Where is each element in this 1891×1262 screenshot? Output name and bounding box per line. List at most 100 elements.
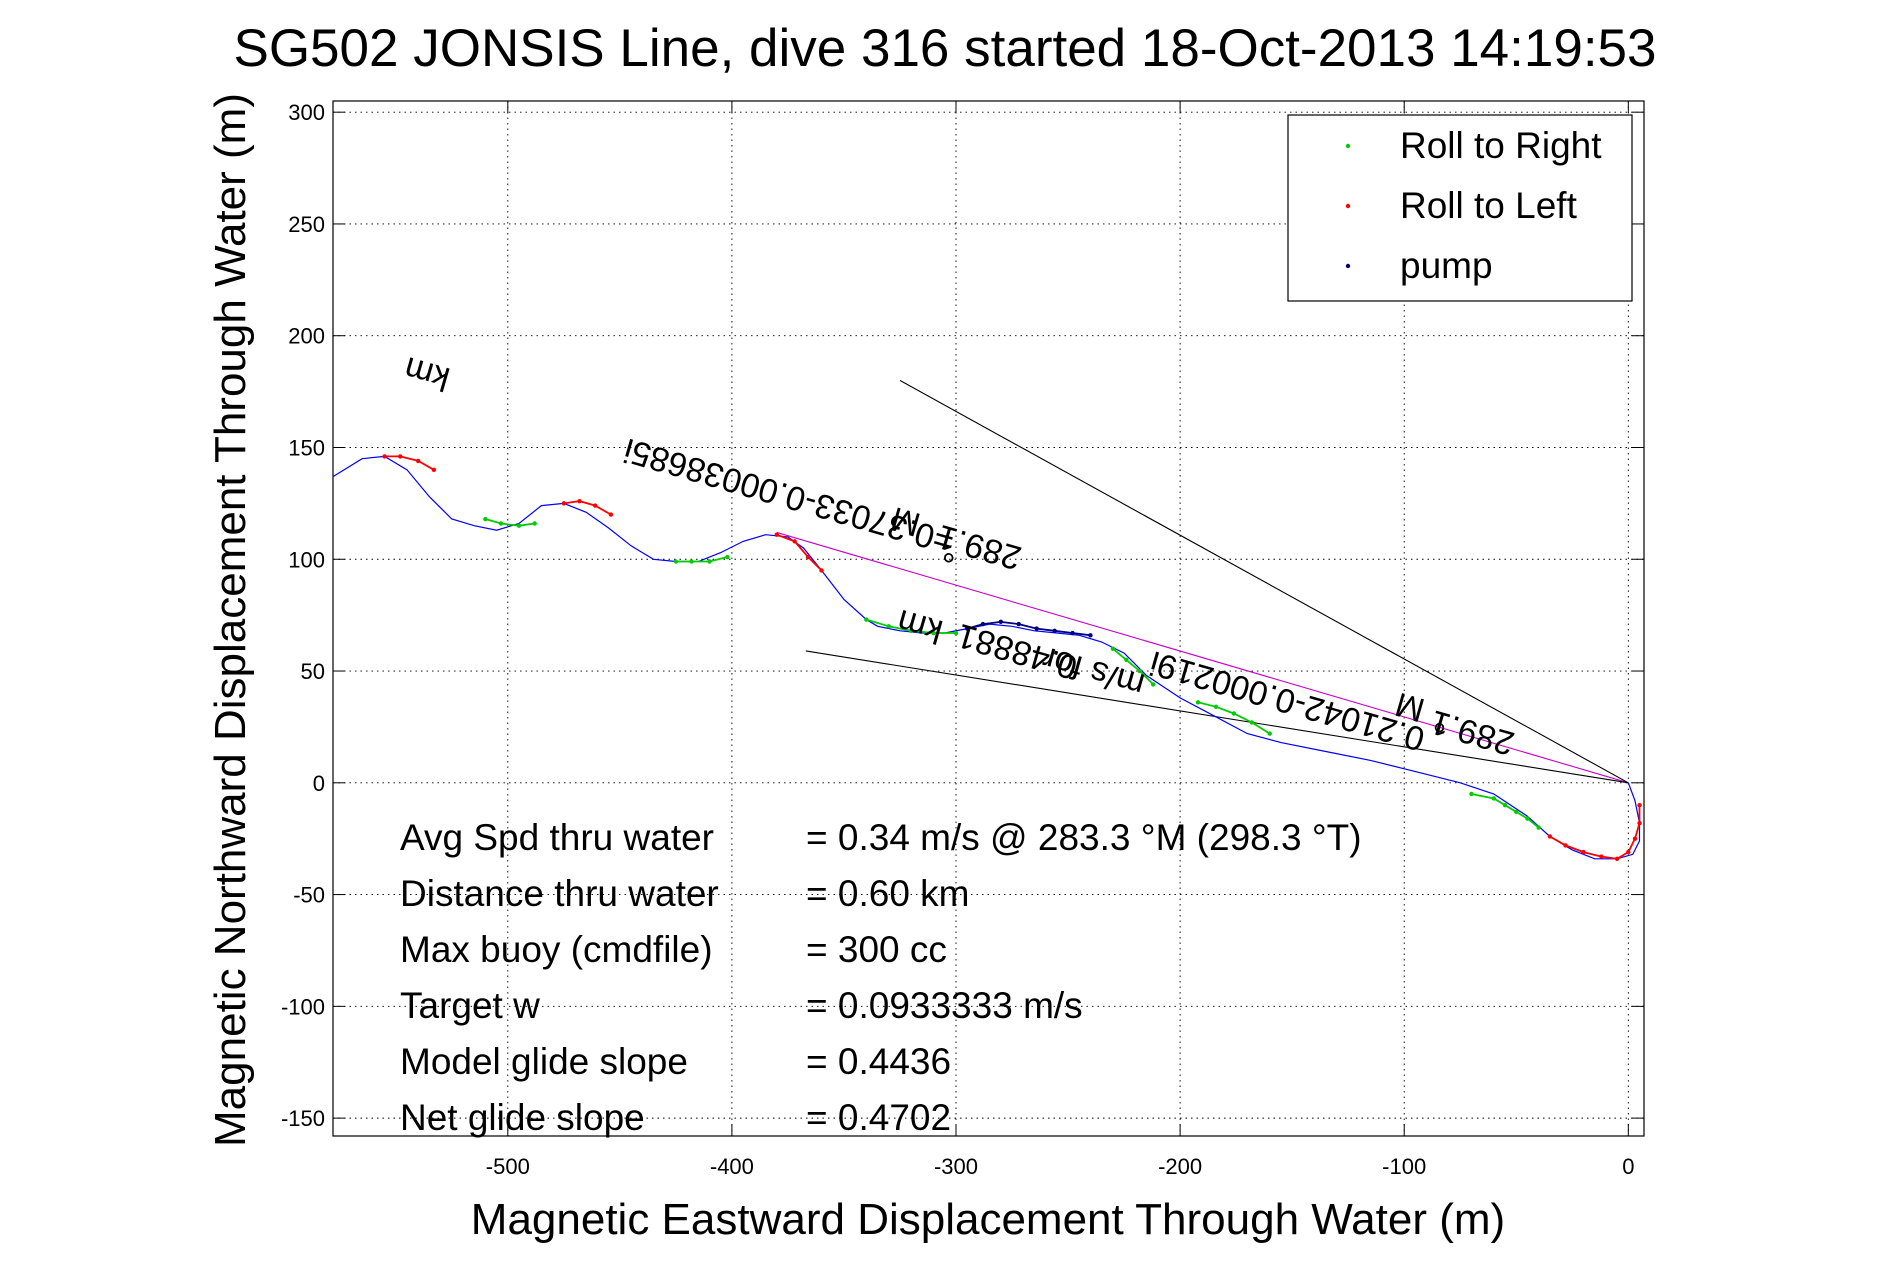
annotation-text: km (893, 602, 947, 651)
segment-point (1502, 802, 1508, 808)
axis-ticks: -500 -400 -300 -200 -100 0-150-100-5005010015… (281, 100, 1644, 1179)
segment-point (931, 630, 936, 636)
segment-point (1249, 720, 1255, 725)
segment-point (1124, 657, 1129, 663)
segment-point (953, 630, 959, 636)
legend-box (1287, 114, 1633, 302)
annotation-text: 0.21042-0.000219i (1146, 643, 1429, 758)
segment-line (485, 518, 535, 527)
segment-point (1581, 849, 1586, 855)
stat-label: Max buoy (cmdfile) (400, 929, 713, 970)
segment-point (1110, 646, 1116, 651)
segment-point (980, 621, 986, 627)
segment-point (689, 559, 694, 564)
segment-point (1267, 731, 1272, 736)
segment-point (532, 521, 537, 526)
chart-title: SG502 JONSIS Line, dive 316 started 18-O… (233, 19, 1656, 78)
segment-point (1213, 704, 1219, 709)
legend-label: Roll to Right (1400, 125, 1602, 166)
annotation-text: 0.48881 (953, 616, 1082, 686)
x-axis-label: Magnetic Eastward Displacement Through W… (471, 1195, 1505, 1244)
segment-point (483, 516, 488, 522)
segment-point (1088, 633, 1093, 638)
legend-label: pump (1400, 245, 1493, 286)
segment-point (431, 467, 437, 473)
segment-point (382, 454, 387, 459)
segment-point (398, 454, 403, 459)
segment-point (608, 512, 614, 517)
segment-line (776, 533, 823, 572)
y-tick-label: 250 (288, 212, 325, 237)
segment-point (1034, 626, 1039, 631)
grid (333, 101, 1644, 1136)
segment-point (864, 617, 869, 622)
segment-line (563, 500, 612, 516)
segment-point (516, 523, 522, 528)
segment-point (1016, 621, 1021, 627)
segment-line (1112, 648, 1154, 686)
segment-point (1070, 630, 1075, 636)
segment-point (965, 626, 970, 631)
y-tick-label: -50 (293, 883, 325, 908)
reference-line (776, 531, 1629, 784)
segment-point (577, 498, 582, 504)
segment-point (1637, 802, 1642, 808)
segment-point (1195, 700, 1201, 705)
x-tick-label: -200 (1158, 1154, 1202, 1179)
y-tick-label: 300 (288, 100, 325, 125)
segment-point (673, 559, 679, 564)
segment-point (561, 501, 567, 506)
stat-value: = 300 cc (806, 929, 947, 970)
stat-value: = 0.4702 (806, 1097, 951, 1138)
stat-label: Distance thru water (400, 873, 719, 914)
segment-point (707, 559, 712, 564)
stat-value: = 0.34 m/s @ 283.3 °M (298.3 °T) (806, 817, 1362, 858)
stat-label: Avg Spd thru water (400, 817, 714, 858)
segment-point (1052, 628, 1057, 633)
stat-label: Model glide slope (400, 1041, 688, 1082)
segment-point (1525, 816, 1530, 821)
y-tick-label: 0 (313, 771, 325, 796)
y-tick-label: -150 (281, 1106, 325, 1131)
stat-label: Target w (400, 985, 540, 1026)
segment-line (1471, 793, 1540, 829)
y-tick-label: -100 (281, 994, 325, 1019)
segment-point (1547, 834, 1553, 839)
legend: Roll to Right Roll to Left pump (1287, 114, 1633, 302)
segment-point (886, 624, 891, 629)
segment-line (966, 620, 1091, 637)
segment-point (1536, 825, 1541, 830)
segment-point (1491, 796, 1497, 801)
y-axis-label: Magnetic Northward Displacement Through … (206, 93, 255, 1147)
segment-point (498, 521, 504, 526)
stat-value: = 0.0933333 m/s (806, 985, 1083, 1026)
x-tick-label: -300 (934, 1154, 978, 1179)
annotation-text: km (400, 349, 454, 398)
segment-line (675, 556, 728, 563)
segment-point (998, 619, 1004, 625)
legend-label: Roll to Left (1400, 185, 1578, 226)
segment-point (1599, 854, 1604, 859)
stat-value: = 0.4436 (806, 1041, 951, 1082)
segment-line (1549, 805, 1641, 860)
x-tick-label: -500 (486, 1154, 530, 1179)
stat-label: Net glide slope (400, 1097, 645, 1138)
segment-point (1563, 843, 1568, 848)
reference-line (899, 379, 1629, 784)
y-tick-label: 100 (288, 547, 325, 572)
segment-point (725, 554, 730, 560)
segment-point (908, 628, 914, 633)
x-tick-label: -100 (1382, 1154, 1426, 1179)
segment-point (1514, 809, 1519, 815)
segment-point (1231, 711, 1237, 716)
stats-panel: Avg Spd thru water = 0.34 m/s @ 283.3 °M … (400, 817, 1362, 1138)
legend-marker (1345, 203, 1351, 209)
segment-point (1614, 856, 1620, 862)
segment-point (1632, 836, 1638, 841)
segment-line (384, 455, 435, 471)
legend-marker (1345, 143, 1351, 149)
segment-point (1151, 682, 1156, 687)
y-tick-label: 150 (288, 435, 325, 460)
